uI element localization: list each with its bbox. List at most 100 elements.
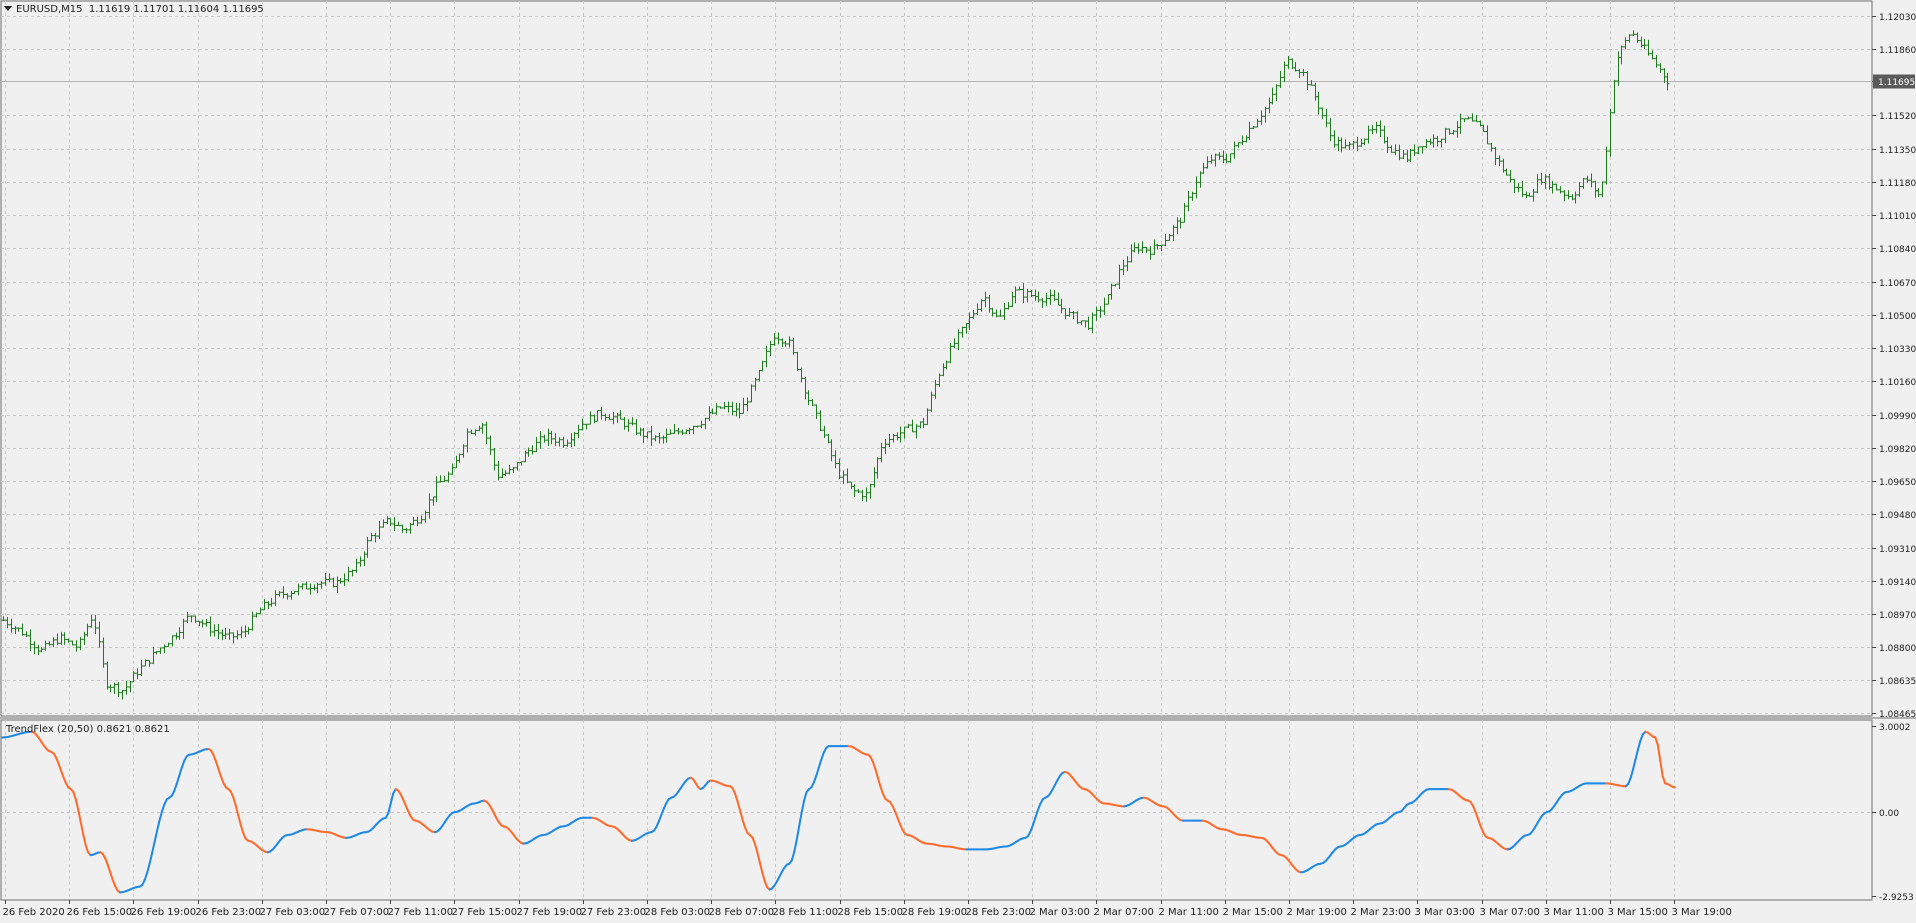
price-bar [1481, 124, 1486, 132]
price-bar [1631, 30, 1636, 36]
price-bar [381, 519, 386, 528]
time-tick-label: 27 Feb 07:00 [324, 907, 390, 918]
time-tick-label: 28 Feb 11:00 [773, 907, 839, 918]
price-bar [365, 537, 370, 558]
price-bar [603, 413, 608, 421]
price-bar [1508, 170, 1513, 183]
price-bar [1029, 289, 1034, 298]
price-bar [373, 532, 378, 543]
price-bar [1550, 180, 1555, 194]
indicator-axis[interactable]: 3.0002 0.00 -2.9253 [1872, 723, 1914, 903]
price-bar [415, 517, 420, 527]
price-bar [235, 630, 240, 640]
price-bar [465, 428, 470, 453]
price-bar [16, 627, 21, 632]
trendflex-segment [404, 803, 409, 812]
trendflex-segment [662, 802, 668, 810]
price-bar [1144, 246, 1149, 253]
trendflex-segment [1627, 776, 1632, 785]
price-bar [1209, 154, 1214, 164]
price-bar [1021, 283, 1026, 304]
trendflex-segment [894, 810, 899, 819]
time-tick-label: 27 Feb 15:00 [452, 907, 518, 918]
price-bar [902, 426, 907, 439]
price-bar [956, 329, 961, 351]
price-bar [753, 377, 758, 391]
price-tick-label: 1.11010 [1879, 212, 1916, 222]
indicator-pane[interactable] [0, 719, 1873, 901]
price-bar [1362, 138, 1367, 146]
price-bar [262, 598, 267, 611]
price-bar [1079, 320, 1084, 325]
price-bar [534, 437, 539, 453]
price-bar [1347, 141, 1352, 151]
price-bar [1527, 192, 1532, 197]
price-bar [388, 518, 393, 527]
price-bar [503, 470, 508, 477]
main-price-pane[interactable] [0, 0, 1873, 717]
price-bar [20, 623, 25, 636]
price-bar [760, 360, 765, 372]
trendflex-segment [736, 800, 742, 812]
trendflex-segment [660, 807, 665, 816]
price-bar [158, 647, 163, 654]
price-bar [741, 397, 746, 414]
price-bar [1389, 145, 1394, 153]
price-bar [438, 475, 443, 483]
trendflex-segment [77, 809, 82, 824]
price-bar [273, 590, 278, 606]
time-tick-label: 26 Feb 23:00 [196, 907, 262, 918]
price-bar [526, 447, 531, 457]
price-bar [695, 425, 700, 428]
price-bar [1255, 119, 1260, 128]
time-tick-label: 28 Feb 15:00 [838, 907, 904, 918]
price-bar [768, 340, 773, 356]
trendflex-segment [387, 802, 392, 815]
price-bar [1324, 108, 1329, 128]
price-bar [507, 464, 512, 475]
price-bar [108, 684, 113, 692]
price-bar [1186, 190, 1191, 212]
price-bar [538, 431, 543, 449]
price-bar [772, 333, 777, 346]
collapse-triangle-icon[interactable] [4, 6, 12, 11]
price-bar [810, 399, 815, 407]
price-bar [1278, 70, 1283, 89]
trendflex-segment [217, 768, 222, 778]
price-bar [1297, 69, 1302, 78]
time-tick-label: 3 Mar 03:00 [1415, 907, 1475, 918]
price-bar [929, 391, 934, 412]
trendflex-segment [74, 798, 80, 812]
price-bar [47, 641, 52, 646]
trendflex-segment [62, 776, 67, 785]
price-bar [837, 458, 842, 480]
price-bar [910, 419, 915, 433]
indicator-values: 0.8621 0.8621 [96, 724, 170, 735]
trendflex-segment [798, 811, 803, 828]
price-bar [960, 326, 965, 338]
price-axis[interactable]: 1.12030 1.11860 1.11520 1.11350 1.11180 1.110… [1872, 13, 1916, 720]
price-bar [1052, 290, 1057, 301]
price-bar [1451, 129, 1456, 135]
price-bar [85, 623, 90, 637]
price-bar [841, 470, 846, 484]
price-bar [147, 660, 152, 667]
price-bar [39, 647, 44, 653]
price-bar [622, 416, 627, 430]
price-bar [722, 402, 727, 410]
price-bar [714, 403, 719, 415]
price-bar [1627, 34, 1632, 43]
price-bar [1316, 91, 1321, 115]
price-bar [1086, 316, 1091, 330]
price-bar [1512, 178, 1517, 194]
price-tick-label: 1.11520 [1879, 112, 1916, 122]
price-bar [1132, 242, 1137, 253]
price-bar [998, 309, 1003, 317]
price-bar [1581, 177, 1586, 189]
price-bar [346, 566, 351, 582]
price-bar [488, 435, 493, 455]
price-tick-label: 1.11180 [1879, 179, 1916, 189]
time-tick-label: 3 Mar 11:00 [1544, 907, 1604, 918]
